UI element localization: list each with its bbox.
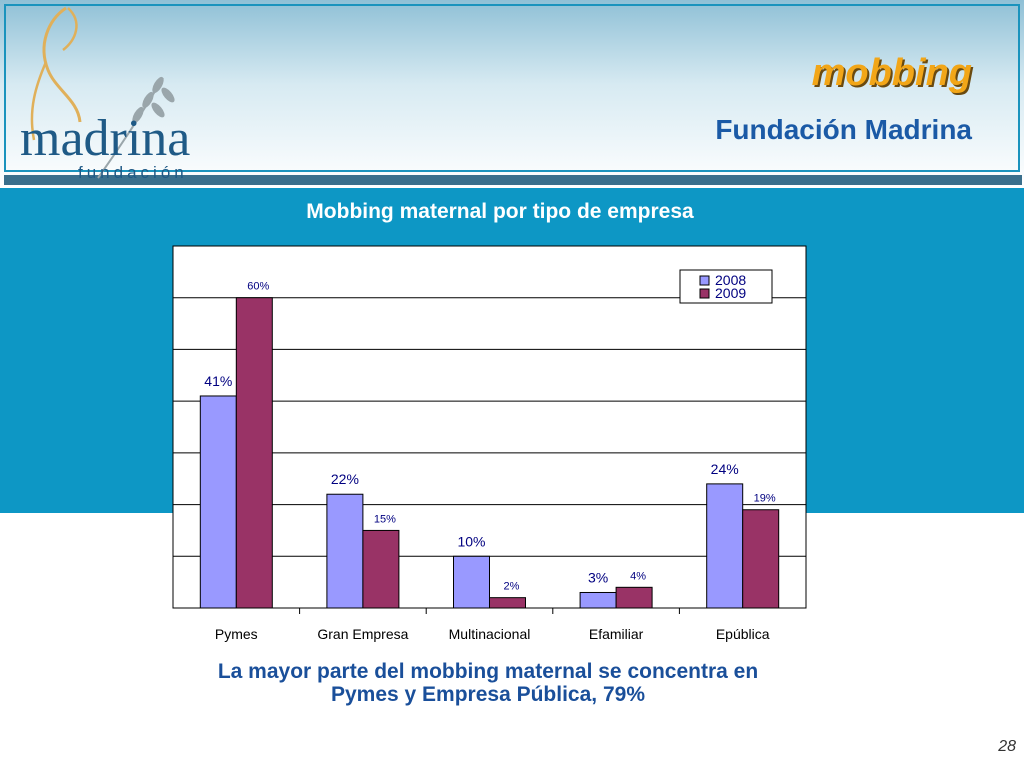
logo-wordmark: madrina bbox=[20, 110, 190, 167]
chart-title: Mobbing maternal por tipo de empresa bbox=[306, 200, 694, 223]
category-label: Efamiliar bbox=[589, 626, 644, 642]
conclusion-line-1: La mayor parte del mobbing maternal se c… bbox=[217, 660, 759, 683]
legend-swatch bbox=[699, 275, 710, 286]
conclusion-note: La mayor parte del mobbing maternal se c… bbox=[0, 660, 976, 706]
legend-label: 2008 bbox=[715, 272, 746, 288]
category-label: Gran Empresa bbox=[317, 626, 408, 642]
bar-2008 bbox=[579, 591, 617, 609]
legend-label: 2009 bbox=[715, 285, 746, 301]
data-label: 15% bbox=[374, 513, 396, 525]
bar-2008 bbox=[453, 555, 490, 609]
conclusion-line-2: Pymes y Empresa Pública, 79% bbox=[330, 683, 645, 706]
category-label: Epública bbox=[716, 626, 770, 642]
slide-subtitle: Fundación Madrina bbox=[715, 114, 972, 145]
slide-title: mobbing bbox=[811, 52, 972, 94]
bar-2009 bbox=[615, 586, 653, 609]
madrina-logo: madrina fundación bbox=[20, 6, 190, 182]
logo-subtext: fundación bbox=[78, 163, 188, 182]
data-label: 19% bbox=[754, 493, 776, 505]
bar-2009 bbox=[362, 529, 400, 609]
header-bar bbox=[4, 175, 1022, 185]
legend-swatch bbox=[699, 288, 710, 299]
bar-2009 bbox=[489, 597, 526, 609]
legend-box bbox=[679, 269, 773, 304]
data-label: 3% bbox=[588, 569, 608, 585]
category-label: Pymes bbox=[215, 626, 258, 642]
plot-area bbox=[172, 245, 807, 609]
header-frame bbox=[4, 4, 1020, 172]
data-label: 24% bbox=[711, 461, 739, 477]
data-label: 22% bbox=[331, 471, 359, 487]
data-label: 60% bbox=[247, 281, 269, 293]
bar-2008 bbox=[326, 493, 364, 609]
data-label: 41% bbox=[204, 373, 232, 389]
bar-2009 bbox=[235, 297, 273, 609]
data-label: 10% bbox=[457, 533, 485, 549]
bar-2008 bbox=[199, 395, 237, 609]
category-label: Multinacional bbox=[449, 626, 531, 642]
data-label: 2% bbox=[504, 581, 520, 593]
bar-2009 bbox=[742, 509, 780, 609]
bar-2008 bbox=[706, 483, 744, 609]
page-number: 28 bbox=[998, 738, 1016, 755]
data-label: 4% bbox=[630, 570, 646, 582]
